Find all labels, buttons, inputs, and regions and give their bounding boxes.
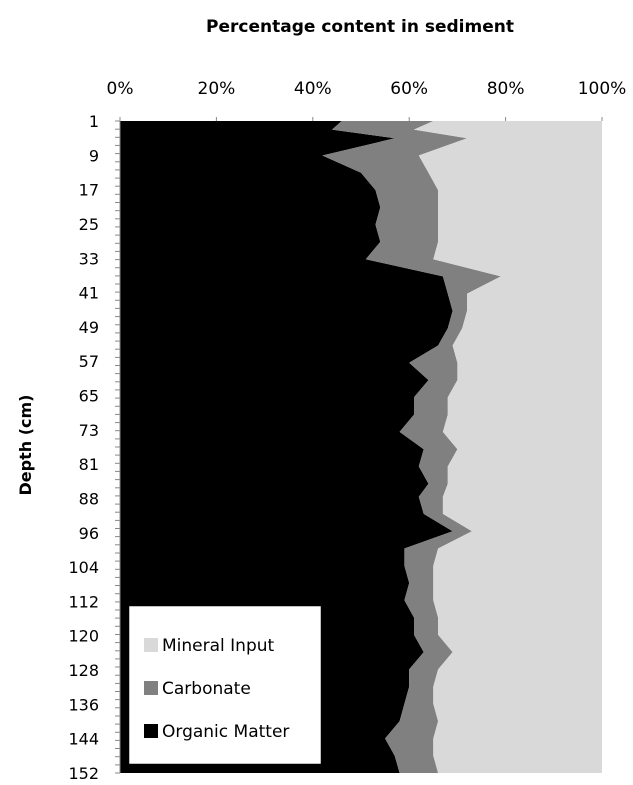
legend-swatch (144, 681, 158, 695)
chart-title: Percentage content in sediment (206, 17, 514, 37)
y-tick-label: 152 (68, 764, 99, 783)
area-carbonate (322, 121, 501, 773)
y-tick-label: 144 (68, 730, 99, 749)
y-tick-label: 112 (68, 592, 99, 611)
x-tick-label: 0% (107, 79, 134, 99)
y-axis: 1 9 17 25 33 41 49 57 65 73 81 88 96 104 112 120 128 136 1… (68, 112, 121, 783)
area-mineral-input (414, 121, 602, 773)
y-tick-label: 136 (68, 695, 99, 714)
y-tick-label: 73 (79, 421, 99, 440)
y-tick-label: 96 (79, 524, 99, 543)
y-axis-label: Depth (cm) (16, 395, 35, 496)
x-tick-label: 100% (578, 79, 627, 99)
y-tick-label: 88 (79, 490, 99, 509)
y-tick-label: 128 (68, 661, 99, 680)
legend-swatch (144, 724, 158, 738)
y-tick-label: 65 (79, 387, 99, 406)
legend-label: Organic Matter (162, 722, 289, 742)
y-tick-label: 41 (79, 284, 99, 303)
y-tick-label: 9 (89, 146, 99, 165)
legend-label: Mineral Input (162, 636, 275, 656)
x-tick-label: 40% (294, 79, 332, 99)
legend-label: Carbonate (162, 679, 251, 699)
y-tick-label: 17 (79, 181, 99, 200)
y-tick-label: 104 (68, 558, 99, 577)
y-tick-label: 120 (68, 627, 99, 646)
y-tick-label: 57 (79, 352, 99, 371)
legend-box (128, 605, 322, 765)
y-tick-label: 81 (79, 455, 99, 474)
y-tick-label: 25 (79, 215, 99, 234)
legend: Mineral Input Carbonate Organic Matter (128, 605, 322, 765)
x-tick-label: 80% (487, 79, 525, 99)
x-axis: 0% 20% 40% 60% 80% 100% (107, 79, 627, 121)
x-tick-label: 60% (390, 79, 428, 99)
x-tick-label: 20% (198, 79, 236, 99)
y-tick-label: 1 (89, 112, 99, 131)
legend-swatch (144, 638, 158, 652)
y-tick-label: 33 (79, 249, 99, 268)
y-tick-label: 49 (79, 318, 99, 337)
